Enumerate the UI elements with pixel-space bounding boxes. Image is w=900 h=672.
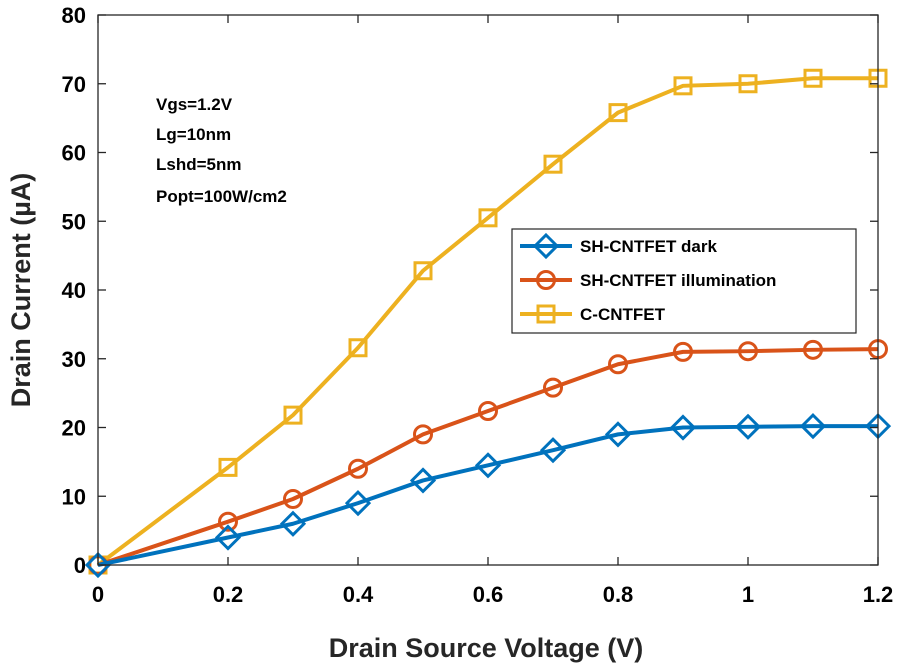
series-2 — [88, 68, 888, 575]
data-point — [673, 76, 693, 96]
data-point — [738, 74, 758, 94]
y-tick-label: 0 — [74, 553, 86, 578]
data-point — [543, 154, 563, 174]
legend-marker — [536, 304, 556, 324]
data-point — [478, 401, 498, 421]
legend-entry-dark: SH-CNTFET dark — [580, 237, 718, 256]
x-tick-label: 1 — [742, 582, 754, 607]
data-point — [218, 457, 238, 477]
y-tick-label: 70 — [62, 72, 86, 97]
data-point — [344, 490, 372, 517]
x-tick-label: 0.4 — [343, 582, 374, 607]
data-point — [543, 377, 563, 398]
y-tick-label: 40 — [62, 278, 86, 303]
annotation-block: Vgs=1.2V Lg=10nm Lshd=5nm Popt=100W/cm2 — [156, 95, 287, 206]
annotation-popt: Popt=100W/cm2 — [156, 187, 287, 206]
legend-entry-illumination: SH-CNTFET illumination — [580, 271, 776, 290]
y-tick-labels: 0 10 20 30 40 50 60 70 80 — [62, 3, 86, 578]
axes — [97, 14, 879, 566]
y-tick-label: 10 — [62, 484, 86, 509]
data-point — [734, 413, 762, 440]
data-point — [669, 414, 697, 441]
data-point — [539, 437, 567, 464]
y-tick-label: 80 — [62, 3, 86, 28]
series-line — [97, 347, 879, 567]
y-axis-label: Drain Current (µA) — [6, 173, 36, 408]
data-point — [608, 103, 628, 123]
series-line — [96, 76, 878, 567]
data-point — [738, 341, 758, 362]
data-point — [283, 489, 303, 509]
data-point — [283, 405, 303, 425]
legend-marker — [536, 270, 556, 290]
y-tick-label: 20 — [62, 416, 86, 441]
legend-entry-c-cntfet: C-CNTFET — [580, 305, 666, 324]
x-axis-label: Drain Source Voltage (V) — [329, 633, 644, 663]
legend: SH-CNTFET dark SH-CNTFET illumination C-… — [511, 228, 857, 334]
x-tick-label: 0.6 — [473, 582, 504, 607]
data-point — [413, 261, 433, 281]
x-tick-labels: 0 0.2 0.4 0.6 0.8 1 1.2 — [92, 582, 893, 607]
annotation-vgs: Vgs=1.2V — [156, 95, 233, 114]
data-point — [348, 458, 368, 479]
x-tick-label: 0.2 — [213, 582, 244, 607]
data-point — [409, 467, 437, 494]
data-point — [214, 524, 242, 551]
data-point — [673, 341, 693, 362]
data-point — [478, 208, 498, 228]
x-tick-label: 0.8 — [603, 582, 634, 607]
data-point — [413, 424, 433, 445]
legend-marker — [532, 232, 560, 260]
legend-entries — [520, 232, 572, 324]
data-point — [84, 551, 112, 579]
data-point — [803, 68, 823, 88]
data-point — [218, 511, 238, 532]
series-layer — [84, 68, 892, 579]
x-tick-label: 0 — [92, 582, 104, 607]
annotation-lg: Lg=10nm — [156, 125, 231, 144]
data-point — [799, 413, 827, 440]
x-tick-label: 1.2 — [863, 582, 894, 607]
series-line — [97, 424, 878, 567]
series-1 — [88, 339, 888, 575]
data-point — [474, 452, 502, 479]
y-tick-label: 30 — [62, 347, 86, 372]
data-point — [608, 354, 628, 375]
annotation-lshd: Lshd=5nm — [156, 155, 242, 174]
data-point — [604, 421, 632, 448]
data-point — [803, 339, 823, 360]
y-tick-label: 60 — [62, 141, 86, 166]
data-point — [279, 510, 307, 537]
y-tick-label: 50 — [62, 209, 86, 234]
series-0 — [84, 413, 892, 579]
data-point — [348, 338, 368, 358]
